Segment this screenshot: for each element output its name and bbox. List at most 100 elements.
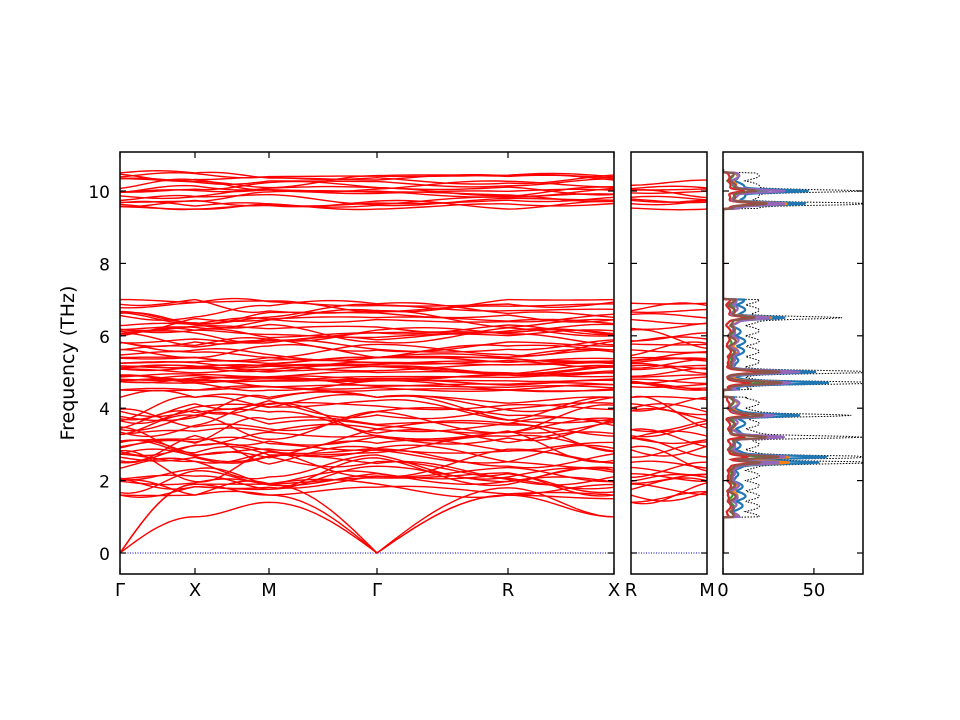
ylabel: Frequency (THz) [57, 286, 79, 441]
xtick-label-side: R [625, 580, 638, 601]
side-upper-band [631, 322, 707, 331]
high-optical-band [120, 197, 614, 208]
ytick-label: 0 [99, 545, 110, 565]
side-low-band [631, 437, 707, 445]
upper-optical-band [120, 323, 614, 343]
low-optical-band [120, 402, 614, 440]
side-low-band [631, 482, 707, 505]
upper-optical-band [120, 298, 614, 313]
side-upper-band [631, 308, 707, 314]
upper-optical-band [120, 340, 614, 362]
low-optical-band [120, 416, 614, 436]
acoustic-branch [120, 483, 614, 554]
side-low-band [631, 445, 707, 472]
side-high-band [631, 207, 707, 211]
low-optical-band [120, 444, 614, 464]
mid-optical-band [120, 385, 614, 392]
side-low-band [631, 491, 707, 502]
side-low-band [631, 430, 707, 439]
side-upper-band [631, 302, 707, 305]
side-high-band [631, 195, 707, 201]
side-high-band [631, 185, 707, 190]
axes-frame-dos [722, 151, 864, 575]
axes-frame-side [630, 151, 708, 575]
mid-optical-band [120, 371, 614, 382]
mid-optical-band [120, 380, 614, 392]
side-mid-band [631, 364, 707, 371]
side-upper-band [631, 318, 707, 325]
low-optical-band [120, 393, 614, 422]
dos-panel: 0 50 [717, 151, 864, 601]
partial-dos-curve [723, 169, 762, 553]
low-optical-band [120, 389, 614, 404]
low-optical-band [120, 404, 614, 434]
low-optical-band [120, 466, 614, 499]
high-optical-band [120, 184, 614, 197]
low-optical-band [120, 401, 614, 418]
high-optical-band [120, 169, 614, 181]
side-upper-band [631, 343, 707, 346]
side-upper-band [631, 349, 707, 354]
side-low-band [631, 490, 707, 503]
partial-dos-curve [723, 169, 830, 553]
low-optical-band [120, 396, 614, 425]
low-optical-band [120, 454, 614, 480]
upper-optical-band [120, 326, 614, 347]
side-low-band [631, 461, 707, 479]
xtick-label: R [502, 580, 515, 601]
side-low-band [631, 403, 707, 416]
xtick-label-dos: 50 [802, 580, 825, 601]
band-lines-side [631, 179, 707, 505]
xtick-label-side: M [699, 580, 715, 601]
side-high-band [631, 200, 707, 206]
side-low-band [631, 466, 707, 476]
low-optical-band [120, 469, 614, 497]
xtick-label: M [261, 580, 277, 601]
xtick-label: X [189, 580, 201, 601]
ticks-dos: 0 50 [717, 190, 863, 601]
upper-optical-band [120, 312, 614, 325]
low-optical-band [120, 478, 614, 498]
side-low-band [631, 483, 707, 496]
upper-optical-band [120, 341, 614, 362]
ytick-label: 8 [99, 255, 110, 275]
ticks-main: 0 2 4 6 8 10 Γ X M Γ R X [88, 152, 620, 601]
ytick-label: 4 [99, 400, 110, 420]
high-optical-band [120, 174, 614, 189]
side-upper-band [631, 313, 707, 319]
side-mid-band [631, 376, 707, 384]
side-low-band [631, 437, 707, 458]
side-low-band [631, 423, 707, 438]
high-optical-band [120, 180, 614, 196]
xtick-label: Γ [372, 580, 382, 601]
upper-optical-band [120, 298, 614, 314]
low-optical-band [120, 416, 614, 449]
axes-frame-main [119, 151, 615, 575]
side-low-band [631, 441, 707, 458]
side-upper-band [631, 332, 707, 342]
partial-dos-curve [723, 169, 783, 553]
side-low-band [631, 395, 707, 429]
mid-optical-band [120, 361, 614, 372]
side-low-band [631, 445, 707, 457]
side-mid-band [631, 374, 707, 378]
acoustic-branch [120, 494, 614, 554]
xtick-label: X [608, 580, 620, 601]
xtick-label: Γ [115, 580, 125, 601]
band-panel-main: 0 2 4 6 8 10 Γ X M Γ R X Frequency (THz) [57, 151, 620, 601]
band-lines-main [120, 169, 614, 554]
low-optical-band [120, 438, 614, 469]
low-optical-band [120, 479, 614, 496]
ytick-label: 2 [99, 473, 110, 493]
high-optical-band [120, 178, 614, 193]
side-high-band [631, 198, 707, 204]
total-dos-curve [723, 169, 863, 553]
low-optical-band [120, 467, 614, 486]
dos-curves [723, 169, 863, 553]
side-high-band [631, 190, 707, 194]
xtick-label-dos: 0 [717, 580, 728, 601]
ytick-label: 6 [99, 328, 110, 348]
